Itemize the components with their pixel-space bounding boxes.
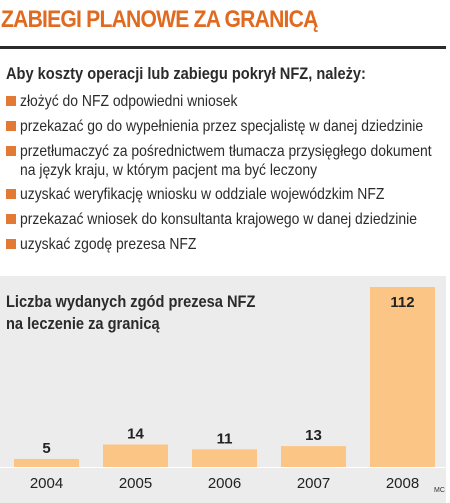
step-text: przekazać wniosek do konsultanta krajowe… [20, 211, 417, 228]
data-label-2004: 5 [42, 440, 50, 457]
orange-square-bullet-icon [6, 96, 16, 106]
step-text-continued: na język kraju, w którym pacjent ma być … [20, 162, 318, 179]
orange-square-bullet-icon [6, 239, 16, 249]
step-text: złożyć do NFZ odpowiedni wniosek [20, 93, 238, 110]
bar-2008 [370, 287, 435, 467]
orange-square-bullet-icon [6, 121, 16, 131]
data-label-2005: 14 [127, 426, 144, 443]
data-label-2007: 13 [305, 427, 322, 444]
step-text: uzyskać weryfikację wniosku w oddziale w… [20, 186, 385, 203]
bar-2006 [192, 449, 257, 467]
x-tick-label-2005: 2005 [119, 475, 152, 492]
orange-square-bullet-icon [6, 189, 16, 199]
step-text: przetłumaczyć za pośrednictwem tłumacza … [20, 143, 432, 160]
orange-square-bullet-icon [6, 214, 16, 224]
data-label-2008: 112 [390, 294, 414, 311]
bar-2004 [14, 458, 79, 467]
step-text: przekazać go do wypełnienia przez specja… [20, 118, 424, 135]
chart-title-line: na leczenie za granicą [6, 314, 160, 333]
x-tick-label-2007: 2007 [297, 475, 330, 492]
title-bar: ZABIEGI PLANOWE ZA GRANICĄ [0, 0, 446, 49]
x-tick-label-2008: 2008 [386, 475, 419, 492]
page-title: ZABIEGI PLANOWE ZA GRANICĄ [1, 6, 318, 33]
data-label-2006: 11 [217, 430, 233, 447]
orange-square-bullet-icon [6, 146, 16, 156]
author-credit: MC [434, 487, 445, 494]
steps-intro: Aby koszty operacji lub zabiegu pokrył N… [6, 64, 366, 83]
bar-2005 [103, 444, 168, 467]
title-divider [0, 46, 446, 49]
chart-title-line: Liczba wydanych zgód prezesa NFZ [6, 292, 256, 311]
step-text: uzyskać zgodę prezesa NFZ [20, 236, 197, 253]
chart-title: Liczba wydanych zgód prezesa NFZ na lecz… [6, 291, 255, 335]
x-tick-label-2004: 2004 [30, 475, 63, 492]
bar-2007 [281, 446, 346, 467]
x-tick-label-2006: 2006 [208, 475, 241, 492]
